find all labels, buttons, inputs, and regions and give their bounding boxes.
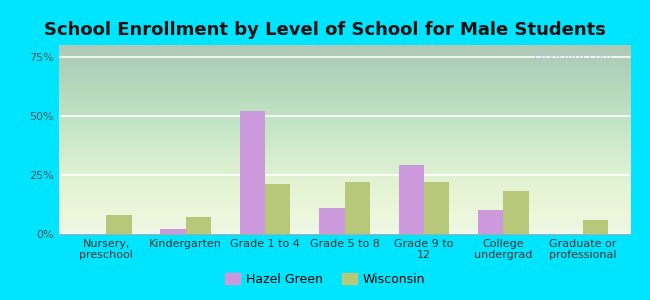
Bar bbox=[424, 182, 449, 234]
Text: City-Data.com: City-Data.com bbox=[534, 51, 614, 61]
Bar bbox=[503, 191, 529, 234]
Bar bbox=[583, 220, 608, 234]
Bar bbox=[160, 229, 186, 234]
Bar bbox=[319, 208, 344, 234]
Text: School Enrollment by Level of School for Male Students: School Enrollment by Level of School for… bbox=[44, 21, 606, 39]
Bar bbox=[186, 218, 211, 234]
Bar bbox=[106, 215, 131, 234]
Bar bbox=[240, 111, 265, 234]
Bar bbox=[265, 184, 291, 234]
Bar bbox=[478, 210, 503, 234]
Bar bbox=[398, 166, 424, 234]
Legend: Hazel Green, Wisconsin: Hazel Green, Wisconsin bbox=[220, 268, 430, 291]
Bar bbox=[344, 182, 370, 234]
